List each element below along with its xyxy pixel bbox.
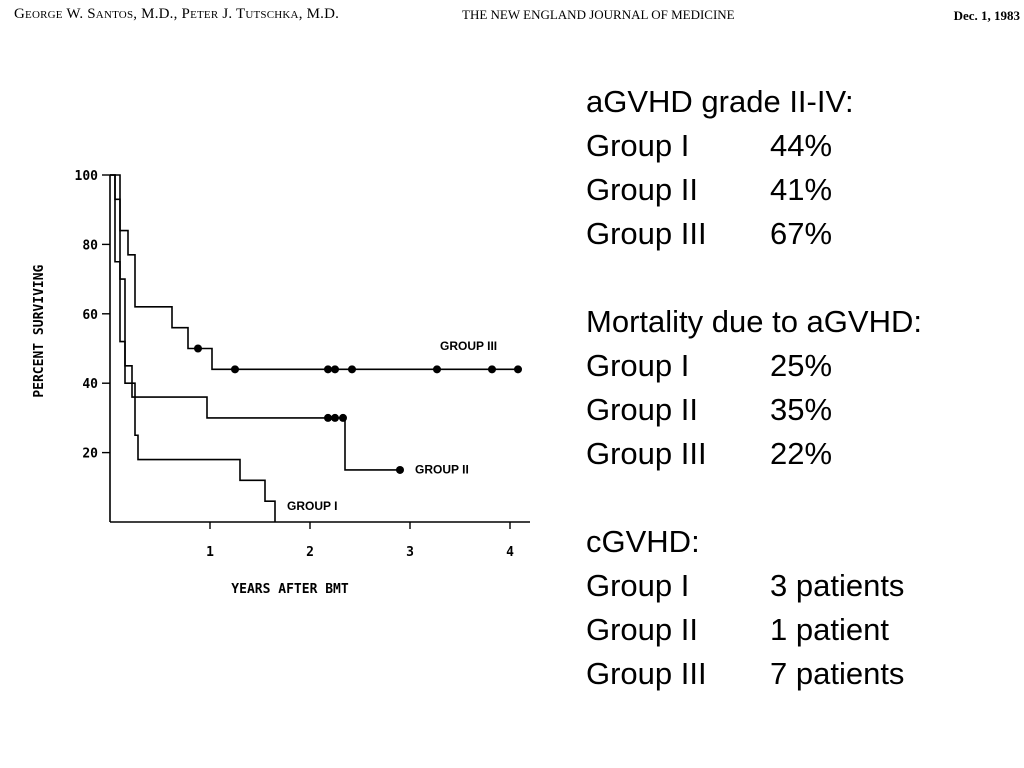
survival-chart: 20 40 60 80 100 1 2 3 4 YEARS AFTER BMT PERCENT SU…	[32, 169, 530, 597]
stat-row: Group II 1 patient	[586, 608, 922, 652]
series-line	[110, 174, 276, 522]
stat-value: 44%	[770, 128, 833, 163]
stat-label: Group I	[586, 348, 690, 383]
stat-value: 41%	[770, 172, 833, 207]
stat-row: Group I 44%	[586, 124, 922, 168]
stat-heading-agvhd: aGVHD grade II-IV:	[586, 84, 854, 119]
y-tick-label: 100	[75, 169, 99, 184]
censor-mark	[488, 365, 496, 374]
publication-date: Dec. 1, 1983	[953, 8, 1020, 23]
stat-label: Group I	[586, 568, 690, 603]
series-line	[110, 174, 520, 371]
censor-mark	[514, 365, 522, 374]
censor-mark	[324, 413, 332, 422]
spacer	[586, 476, 922, 520]
censor-mark	[331, 365, 339, 374]
series-label: GROUP II	[415, 462, 469, 476]
stat-row: Group III 22%	[586, 432, 922, 476]
stat-heading-cgvhd: cGVHD:	[586, 524, 700, 559]
stat-value: 3 patients	[770, 568, 905, 603]
stat-label: Group III	[586, 216, 707, 251]
series-label: GROUP III	[440, 339, 497, 353]
x-tick-label: 3	[406, 545, 414, 560]
stat-row: Group III 67%	[586, 212, 922, 256]
series-label: GROUP I	[287, 499, 337, 513]
y-tick-label: 20	[82, 447, 98, 462]
stat-row: Group III 7 patients	[586, 652, 922, 696]
stat-value: 25%	[770, 348, 833, 383]
stat-label: Group III	[586, 436, 707, 471]
x-axis-title: YEARS AFTER BMT	[231, 582, 349, 597]
stat-heading-mortality: Mortality due to aGVHD:	[586, 304, 922, 339]
stat-row: Group II 41%	[586, 168, 922, 212]
y-axis-title: PERCENT SURVIVING	[32, 264, 47, 397]
y-tick-label: 80	[82, 238, 98, 253]
y-tick-label: 60	[82, 308, 98, 323]
censor-mark	[324, 365, 332, 374]
stat-row: Group I 3 patients	[586, 564, 922, 608]
stat-value: 35%	[770, 392, 833, 427]
y-tick-label: 40	[82, 377, 98, 392]
x-tick-label: 2	[306, 545, 314, 560]
stat-label: Group II	[586, 612, 698, 647]
stat-row: Group II 35%	[586, 388, 922, 432]
stat-value: 22%	[770, 436, 833, 471]
stat-label: Group III	[586, 656, 707, 691]
censor-mark	[396, 465, 404, 474]
censor-mark	[194, 344, 202, 353]
stat-label: Group I	[586, 128, 690, 163]
x-tick-label: 1	[206, 545, 214, 560]
censor-mark	[339, 413, 347, 422]
censor-mark	[231, 365, 239, 374]
stat-value: 67%	[770, 216, 833, 251]
censor-mark	[331, 413, 339, 422]
page-header: George W. Santos, M.D., Peter J. Tutschk…	[0, 6, 1024, 28]
authors-line: George W. Santos, M.D., Peter J. Tutschk…	[14, 6, 340, 22]
stat-value: 7 patients	[770, 656, 905, 691]
journal-title: THE NEW ENGLAND JOURNAL OF MEDICINE	[462, 7, 735, 22]
spacer	[586, 256, 922, 300]
stat-row: Group I 25%	[586, 344, 922, 388]
x-tick-label: 4	[506, 545, 514, 560]
stat-label: Group II	[586, 392, 698, 427]
series-line	[110, 174, 400, 471]
censor-mark	[348, 365, 356, 374]
censor-mark	[433, 365, 441, 374]
stat-value: 1 patient	[770, 612, 889, 647]
stat-label: Group II	[586, 172, 698, 207]
gvhd-stats-panel: aGVHD grade II-IV: Group I 44% Group II 41…	[586, 80, 922, 696]
